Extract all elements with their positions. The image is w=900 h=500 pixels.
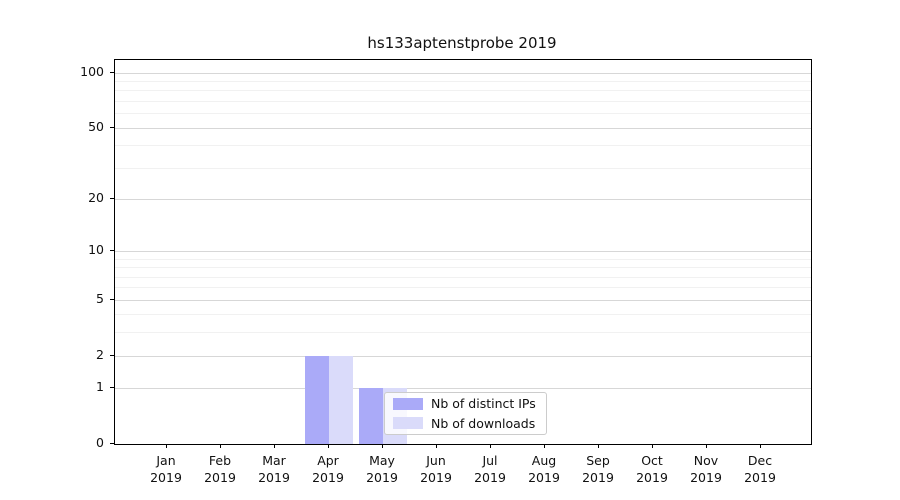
gridline-major <box>115 299 811 301</box>
gridline-major <box>115 355 811 357</box>
gridline-minor <box>115 287 811 289</box>
x-axis-tick <box>382 444 384 448</box>
x-axis-tick <box>598 444 600 448</box>
x-tick-label: Jan 2019 <box>150 453 182 485</box>
gridline-minor <box>115 80 811 82</box>
x-tick-label: Sep 2019 <box>582 453 614 485</box>
gridline-minor <box>115 100 811 102</box>
x-axis-tick <box>706 444 708 448</box>
x-axis-tick <box>544 444 546 448</box>
legend-label-downloads: Nb of downloads <box>431 415 536 431</box>
x-tick-label: Jul 2019 <box>474 453 506 485</box>
y-tick-label: 2 <box>96 346 104 362</box>
y-tick-label: 10 <box>88 241 104 257</box>
x-axis-tick <box>652 444 654 448</box>
x-axis-tick <box>490 444 492 448</box>
legend-item-distinct-ips: Nb of distinct IPs <box>393 395 538 413</box>
y-axis-tick <box>110 387 114 389</box>
legend: Nb of distinct IPs Nb of downloads <box>384 392 547 435</box>
legend-label-distinct-ips: Nb of distinct IPs <box>431 396 536 412</box>
gridline-minor <box>115 267 811 269</box>
bar-distinct-ips <box>359 388 383 444</box>
x-axis-tick <box>328 444 330 448</box>
y-axis-tick <box>110 354 114 356</box>
gridline-major <box>115 250 811 252</box>
y-tick-label: 0 <box>96 435 104 450</box>
x-tick-label: Dec 2019 <box>744 453 776 485</box>
gridline-minor <box>115 167 811 169</box>
x-tick-label: Jun 2019 <box>420 453 452 485</box>
y-axis-tick <box>110 197 114 200</box>
bar-distinct-ips <box>305 355 329 444</box>
gridline-minor <box>115 314 811 316</box>
legend-item-downloads: Nb of downloads <box>393 415 538 433</box>
x-axis-tick <box>166 444 168 448</box>
y-tick-label: 1 <box>96 379 104 395</box>
gridline-minor <box>115 90 811 92</box>
y-axis-tick <box>110 126 114 128</box>
gridline-major <box>115 127 811 129</box>
gridline-minor <box>115 145 811 147</box>
x-tick-label: Apr 2019 <box>312 453 344 485</box>
bar-downloads <box>329 355 353 444</box>
x-axis-tick <box>760 444 762 448</box>
gridline-minor <box>115 258 811 260</box>
y-axis-tick <box>110 71 114 73</box>
gridline-minor <box>115 276 811 278</box>
y-axis-tick <box>110 443 114 445</box>
y-tick-label: 5 <box>96 290 104 306</box>
legend-swatch-downloads-icon <box>393 417 423 430</box>
legend-swatch-distinct-ips-icon <box>393 397 423 410</box>
x-axis-tick <box>220 444 222 448</box>
x-tick-label: Oct 2019 <box>636 453 668 485</box>
x-tick-label: Nov 2019 <box>690 453 722 485</box>
y-tick-label: 50 <box>88 118 104 134</box>
chart-title: hs133aptenstprobe 2019 <box>367 34 557 52</box>
gridline-major <box>115 198 811 200</box>
x-tick-label: Feb 2019 <box>204 453 236 485</box>
x-tick-label: Mar 2019 <box>258 453 290 485</box>
gridline-major <box>115 72 811 74</box>
x-tick-label: May 2019 <box>366 453 398 485</box>
gridline-minor <box>115 113 811 115</box>
y-axis-tick <box>110 249 114 252</box>
y-tick-label: 20 <box>88 189 104 205</box>
x-axis-tick <box>436 444 438 448</box>
x-tick-label: Aug 2019 <box>528 453 560 485</box>
gridline-major <box>115 388 811 390</box>
y-axis-tick <box>110 298 114 300</box>
y-tick-label: 100 <box>80 63 104 79</box>
gridline-minor <box>115 332 811 334</box>
x-axis-tick <box>274 444 276 448</box>
plot-area: Nb of distinct IPs Nb of downloads <box>114 59 812 445</box>
